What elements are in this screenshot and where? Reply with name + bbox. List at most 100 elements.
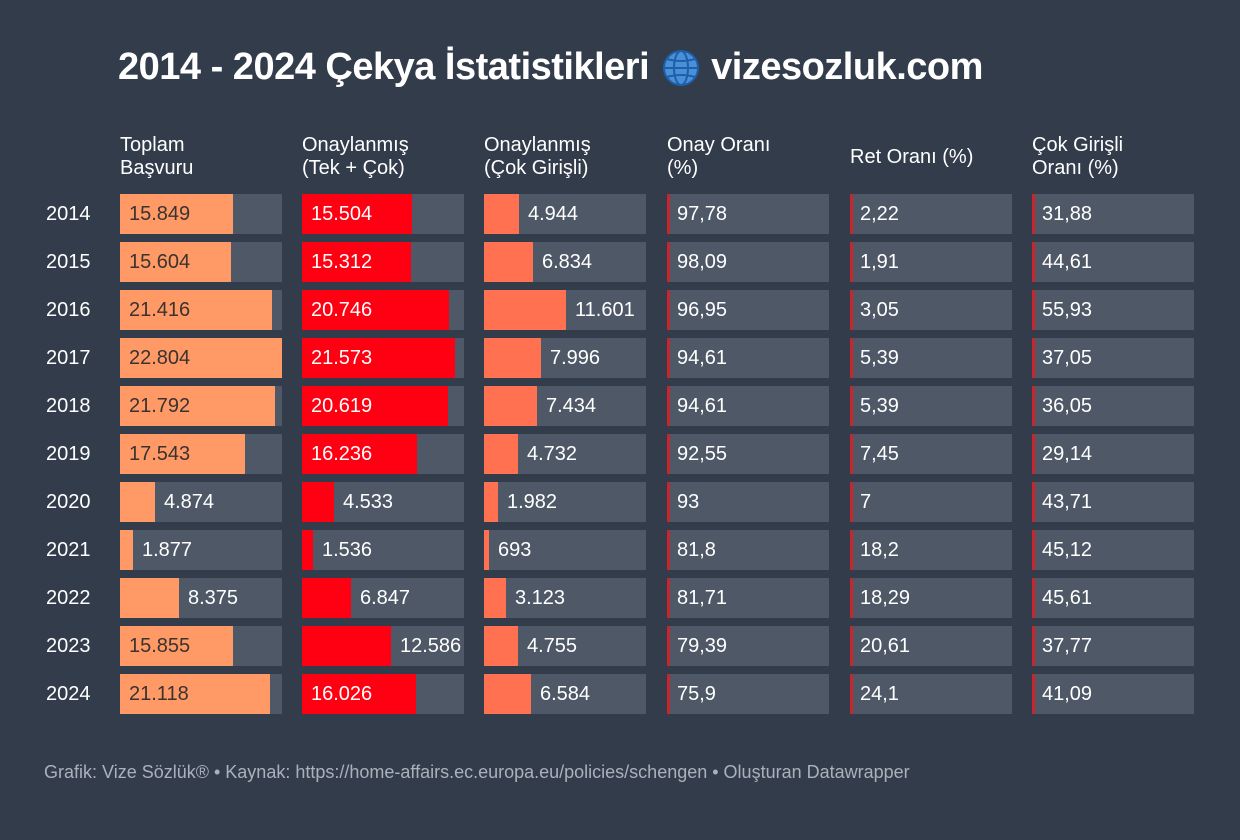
- cell-ret_orani: 5,39: [850, 338, 1012, 378]
- cell-onay_tek_cok: 20.619: [302, 386, 464, 426]
- cell-ret_orani: 2,22: [850, 194, 1012, 234]
- column-header-onay_orani: Onay Oranı (%): [667, 134, 837, 180]
- bar-toplam: [120, 242, 231, 282]
- cell-ret_orani: 7: [850, 482, 1012, 522]
- cell-ret_orani: 24,1: [850, 674, 1012, 714]
- year-label: 2015: [46, 251, 91, 273]
- cell-onay_cok: 6.584: [484, 674, 646, 714]
- cell-toplam: 15.855: [120, 626, 282, 666]
- value-label: 18,2: [860, 539, 899, 561]
- bar-cok_girisli_orani: [1032, 674, 1035, 714]
- bar-onay_tek_cok: [302, 338, 455, 378]
- cell-cok_girisli_orani: 45,12: [1032, 530, 1194, 570]
- bar-onay_tek_cok: [302, 530, 313, 570]
- cell-ret_orani: 18,2: [850, 530, 1012, 570]
- value-label: 55,93: [1042, 299, 1093, 321]
- value-label: 20.746: [311, 299, 373, 321]
- value-label: 79,39: [677, 635, 728, 657]
- cell-cok_girisli_orani: 31,88: [1032, 194, 1194, 234]
- bar-cok_girisli_orani: [1032, 482, 1035, 522]
- year-label: 2022: [46, 587, 91, 609]
- bar-onay_cok: [484, 626, 518, 666]
- cell-onay_tek_cok: 16.236: [302, 434, 464, 474]
- bar-onay_cok: [484, 578, 506, 618]
- value-label: 2,22: [860, 203, 899, 225]
- bar-cok_girisli_orani: [1032, 290, 1035, 330]
- cell-onay_tek_cok: 15.312: [302, 242, 464, 282]
- value-label: 94,61: [677, 395, 728, 417]
- cell-onay_orani: 79,39: [667, 626, 829, 666]
- bar-onay_cok: [484, 242, 533, 282]
- value-label: 11.601: [575, 299, 635, 321]
- cell-onay_cok: 3.123: [484, 578, 646, 618]
- value-label: 4.732: [527, 443, 578, 465]
- value-label: 1.982: [507, 491, 558, 513]
- bar-onay_cok: [484, 530, 489, 570]
- cell-onay_orani: 81,8: [667, 530, 829, 570]
- cell-toplam: 4.874: [120, 482, 282, 522]
- value-label: 15.849: [129, 203, 191, 225]
- column-header-toplam: Toplam Başvuru: [120, 134, 290, 180]
- cell-onay_tek_cok: 20.746: [302, 290, 464, 330]
- value-label: 21.573: [311, 347, 373, 369]
- value-label: 6.834: [542, 251, 593, 273]
- cell-onay_orani: 92,55: [667, 434, 829, 474]
- cell-onay_tek_cok: 15.504: [302, 194, 464, 234]
- value-label: 37,77: [1042, 635, 1093, 657]
- bar-ret_orani: [850, 194, 853, 234]
- bar-ret_orani: [850, 290, 853, 330]
- cell-onay_tek_cok: 1.536: [302, 530, 464, 570]
- cell-onay_cok: 4.732: [484, 434, 646, 474]
- value-label: 81,71: [677, 587, 728, 609]
- column-header-line: (Çok Girişli): [484, 157, 589, 179]
- value-label: 3.123: [515, 587, 566, 609]
- value-label: 29,14: [1042, 443, 1093, 465]
- bar-onay_orani: [667, 626, 670, 666]
- bar-ret_orani: [850, 386, 853, 426]
- bar-onay_orani: [667, 578, 670, 618]
- value-label: 45,12: [1042, 539, 1093, 561]
- value-label: 7.996: [550, 347, 601, 369]
- column-header-line: Onaylanmış: [484, 134, 591, 156]
- bar-ret_orani: [850, 626, 853, 666]
- bar-toplam: [120, 626, 233, 666]
- cell-toplam: 15.849: [120, 194, 282, 234]
- bar-onay_cok: [484, 674, 531, 714]
- value-label: 21.118: [129, 683, 189, 705]
- cell-cok_girisli_orani: 41,09: [1032, 674, 1194, 714]
- year-label: 2021: [46, 539, 91, 561]
- bar-onay_orani: [667, 674, 670, 714]
- globe-icon: [663, 49, 700, 86]
- value-label: 96,95: [677, 299, 728, 321]
- value-label: 44,61: [1042, 251, 1093, 273]
- bar-cok_girisli_orani: [1032, 530, 1035, 570]
- bar-cok_girisli_orani: [1032, 386, 1035, 426]
- bar-onay_cok: [484, 482, 498, 522]
- bar-cok_girisli_orani: [1032, 578, 1035, 618]
- value-label: 6.847: [360, 587, 411, 609]
- value-label: 45,61: [1042, 587, 1093, 609]
- cell-ret_orani: 18,29: [850, 578, 1012, 618]
- column-header-onay_cok: Onaylanmış (Çok Girişli): [484, 134, 654, 180]
- value-label: 4.755: [527, 635, 578, 657]
- bar-onay_tek_cok: [302, 674, 416, 714]
- cell-ret_orani: 5,39: [850, 386, 1012, 426]
- value-label: 94,61: [677, 347, 728, 369]
- value-label: 1.536: [322, 539, 373, 561]
- value-label: 43,71: [1042, 491, 1093, 513]
- bar-toplam: [120, 338, 282, 378]
- column-header-line: (%): [667, 157, 699, 179]
- cell-toplam: 1.877: [120, 530, 282, 570]
- bar-onay_cok: [484, 386, 537, 426]
- cell-onay_cok: 7.996: [484, 338, 646, 378]
- value-label: 12.586: [400, 635, 462, 657]
- value-label: 21.416: [129, 299, 191, 321]
- bar-onay_tek_cok: [302, 194, 412, 234]
- bar-toplam: [120, 386, 275, 426]
- bar-cok_girisli_orani: [1032, 434, 1035, 474]
- value-label: 22.804: [129, 347, 191, 369]
- cell-onay_orani: 98,09: [667, 242, 829, 282]
- value-label: 18,29: [860, 587, 911, 609]
- title-text: 2014 - 2024 Çekya İstatistikleri: [118, 46, 650, 88]
- year-label: 2023: [46, 635, 91, 657]
